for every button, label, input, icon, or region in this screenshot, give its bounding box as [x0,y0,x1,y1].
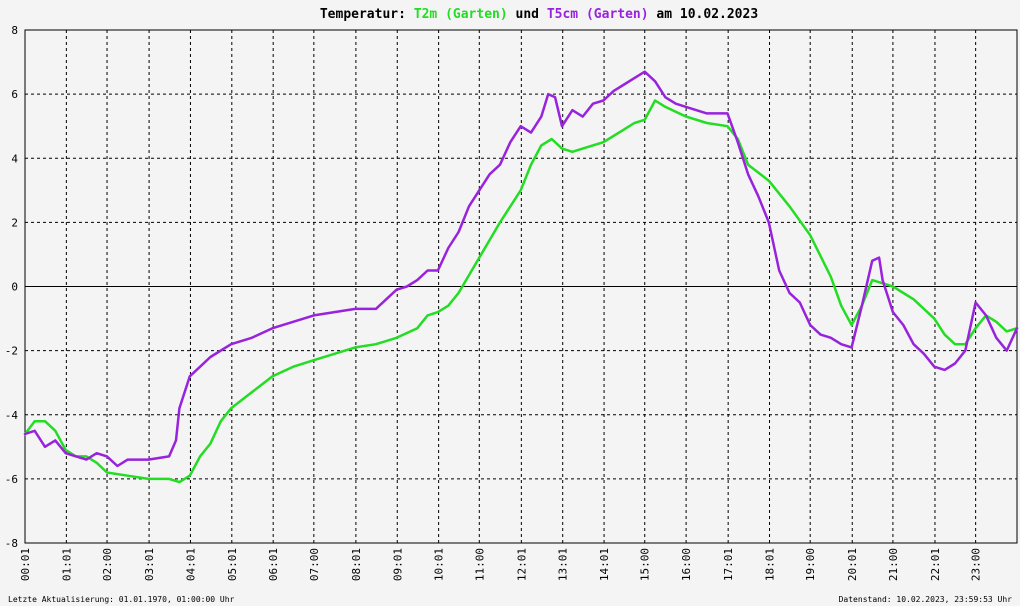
series-line-t2m [23,99,1019,484]
x-tick-label: 07:00 [308,548,321,581]
axes: 8 6 4 2 0 -2 -4 -6 -800:01 01:01 02:00 03:01 04:01 05… [5,24,1018,581]
y-tick-label: 8 [11,24,18,37]
y-tick-label: -2 [5,345,18,358]
x-tick-label: 09:01 [391,548,404,581]
x-tick-label: 02:00 [101,548,114,581]
x-tick-label: 11:00 [473,548,486,581]
y-tick-label: 6 [11,88,18,101]
x-tick-label: 04:01 [184,548,197,581]
x-tick-label: 06:01 [267,548,280,581]
x-tick-label: 14:01 [598,548,611,581]
x-tick-label: 20:01 [846,548,859,581]
y-tick-label: -6 [5,473,18,486]
x-tick-label: 16:00 [680,548,693,581]
x-tick-label: 15:00 [639,548,652,581]
x-tick-label: 08:01 [350,548,363,581]
y-tick-label: 2 [11,216,18,229]
x-tick-label: 23:00 [970,548,983,581]
title-suffix: am 10.02.2023 [649,7,759,22]
x-tick-label: 13:01 [557,548,570,581]
y-tick-label: 0 [11,281,18,294]
y-tick-label: -8 [5,537,18,550]
title-prefix: Temperatur: [320,7,414,22]
y-tick-label: 4 [11,152,18,165]
footer-data-status: Datenstand: 10.02.2023, 23:59:53 Uhr [839,595,1013,604]
x-tick-label: 12:01 [515,548,528,581]
x-tick-label: 01:01 [60,548,73,581]
x-tick-label: 22:01 [929,548,942,581]
x-tick-label: 19:00 [804,548,817,581]
title-series-t2m: T2m (Garten) [414,7,508,22]
x-tick-label: 17:01 [722,548,735,581]
y-tick-label: -4 [5,409,19,422]
plot-frame [24,29,1018,544]
grid [25,30,1017,543]
title-mid: und [508,7,547,22]
x-tick-label: 00:01 [19,548,32,581]
x-tick-label: 10:01 [433,548,446,581]
footer-last-update: Letzte Aktualisierung: 01.01.1970, 01:00… [8,595,235,604]
x-tick-label: 21:00 [887,548,900,581]
x-tick-label: 05:01 [226,548,239,581]
x-tick-label: 18:01 [764,548,777,581]
title-series-t5cm: T5cm (Garten) [547,7,649,22]
x-tick-label: 03:01 [143,548,156,581]
chart-title: Temperatur: T2m (Garten) und T5cm (Garte… [320,7,758,22]
series [23,70,1019,484]
series-line-t5cm [23,70,1019,468]
